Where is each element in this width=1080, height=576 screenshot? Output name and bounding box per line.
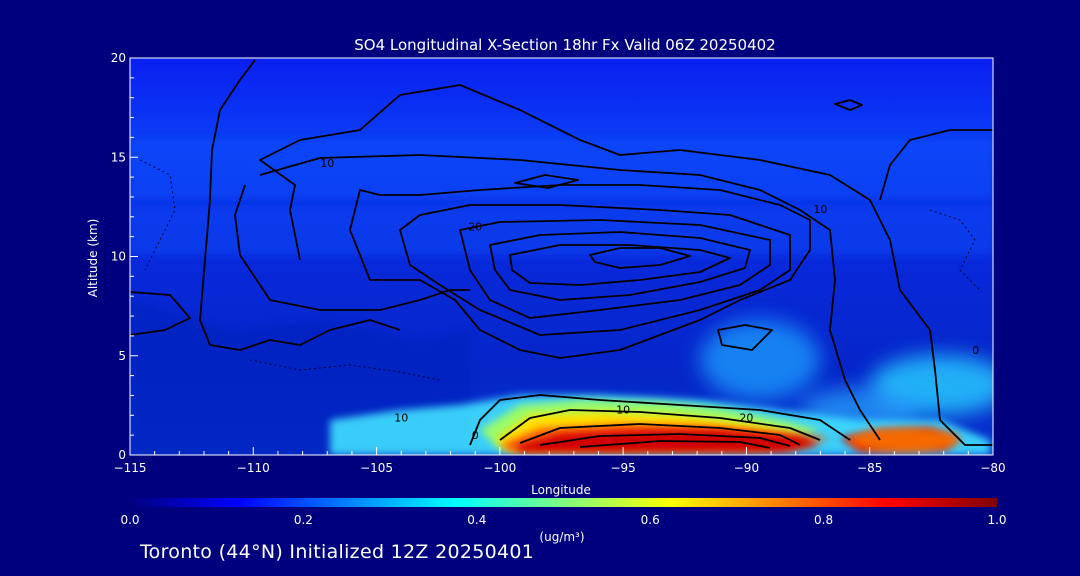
contour-label: 10 [394,411,408,424]
contour-line [519,423,801,446]
contour-label: 20 [739,411,753,424]
contour-label: 0 [472,429,479,442]
contour-line [489,231,751,301]
contour-label: 20 [468,221,482,234]
contour-line [399,204,791,336]
colorbar-tick-label: 1.0 [987,513,1006,527]
colorbar-tick-label: 0.6 [641,513,660,527]
field-band-mid [130,205,993,255]
contour-lines [130,59,993,449]
x-tick-label: −100 [483,461,516,475]
contour-label: 0 [972,344,979,357]
colorbar [130,498,997,507]
contour-line [717,324,773,351]
x-tick-label: −110 [237,461,270,475]
y-tick-label: 10 [111,250,126,264]
contour-label: 10 [320,157,334,170]
contour-line-dotted [929,209,981,291]
plot-area: 10 20 10 0 10 20 0 10 [130,58,993,455]
x-tick-label: −90 [734,461,759,475]
contour-line-dotted [249,359,441,381]
x-tick-label: −115 [114,461,147,475]
y-tick-label: 15 [111,150,126,164]
y-axis-label: Altitude (km) [86,219,100,298]
contour-line [589,247,691,269]
colorbar-tick-label: 0.2 [294,513,313,527]
field-surface-yellow-east [850,428,960,452]
x-tick-label: −105 [360,461,393,475]
colorbar-tick-label: 0.8 [814,513,833,527]
y-axis: 0 5 10 15 20 [111,51,138,462]
contour-line [349,184,811,359]
contour-lines-dotted [139,159,981,381]
colorbar-ticks: 0.0 0.2 0.4 0.6 0.8 1.0 [120,513,1006,527]
x-axis: −115 −110 −105 −100 −95 −90 −85 −80 [114,447,1006,475]
contour-line [459,219,771,319]
y-tick-label: 5 [118,349,126,363]
contour-line [509,244,731,286]
contour-line [259,84,993,446]
chart-title: SO4 Longitudinal X-Section 18hr Fx Valid… [354,36,775,54]
footer-caption: Toronto (44°N) Initialized 12Z 20250401 [140,541,535,563]
colorbar-tick-label: 0.0 [120,513,139,527]
contour-line [499,409,821,441]
x-tick-label: −95 [610,461,635,475]
colorbar-tick-label: 0.4 [467,513,486,527]
contour-line [130,291,191,336]
contour-line [199,59,401,351]
x-tick-label: −85 [857,461,882,475]
x-axis-label: Longitude [531,483,591,497]
contour-line [514,174,579,189]
field-plume-mid-east [700,320,820,400]
y-tick-label: 0 [118,448,126,462]
contour-label: 10 [616,403,630,416]
contour-line [259,154,881,441]
field-band-upper [130,140,993,200]
y-tick-label: 20 [111,51,126,65]
contour-line [834,99,863,111]
contour-line [469,394,851,446]
contour-line [234,184,470,311]
contour-line [579,440,771,449]
contour-label: 10 [813,203,827,216]
x-tick-label: −80 [980,461,1005,475]
colorbar-unit: (ug/m³) [539,530,584,544]
contour-line [879,129,993,201]
contour-labels: 10 20 10 0 10 20 0 10 [320,157,979,442]
contour-line [539,433,791,447]
